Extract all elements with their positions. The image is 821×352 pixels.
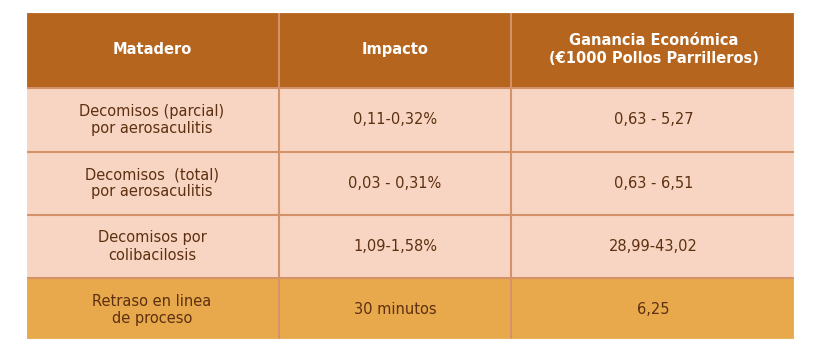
Text: 6,25: 6,25	[637, 302, 670, 317]
FancyBboxPatch shape	[25, 11, 279, 88]
Text: Decomisos  (total)
por aerosaculitis: Decomisos (total) por aerosaculitis	[85, 167, 219, 200]
FancyBboxPatch shape	[279, 11, 511, 88]
Text: Decomisos por
colibacilosis: Decomisos por colibacilosis	[98, 230, 206, 263]
FancyBboxPatch shape	[25, 152, 279, 215]
Text: Retraso en linea
de proceso: Retraso en linea de proceso	[92, 294, 212, 326]
Text: Impacto: Impacto	[361, 42, 429, 57]
FancyBboxPatch shape	[25, 11, 796, 341]
Text: Decomisos (parcial)
por aerosaculitis: Decomisos (parcial) por aerosaculitis	[80, 104, 224, 136]
FancyBboxPatch shape	[279, 88, 511, 152]
FancyBboxPatch shape	[511, 215, 796, 278]
FancyBboxPatch shape	[279, 215, 511, 278]
FancyBboxPatch shape	[511, 11, 796, 88]
FancyBboxPatch shape	[25, 215, 279, 278]
Text: 28,99-43,02: 28,99-43,02	[609, 239, 698, 254]
FancyBboxPatch shape	[25, 88, 279, 152]
FancyBboxPatch shape	[25, 278, 279, 341]
Text: 30 minutos: 30 minutos	[354, 302, 437, 317]
FancyBboxPatch shape	[511, 88, 796, 152]
FancyBboxPatch shape	[279, 152, 511, 215]
Text: 1,09-1,58%: 1,09-1,58%	[353, 239, 437, 254]
Text: 0,63 - 6,51: 0,63 - 6,51	[614, 176, 693, 191]
FancyBboxPatch shape	[511, 152, 796, 215]
FancyBboxPatch shape	[279, 278, 511, 341]
FancyBboxPatch shape	[511, 278, 796, 341]
Text: 0,11-0,32%: 0,11-0,32%	[353, 112, 437, 127]
Text: Ganancia Económica
(€1000 Pollos Parrilleros): Ganancia Económica (€1000 Pollos Parrill…	[548, 33, 759, 65]
Text: Matadero: Matadero	[112, 42, 191, 57]
Text: 0,03 - 0,31%: 0,03 - 0,31%	[348, 176, 442, 191]
Text: 0,63 - 5,27: 0,63 - 5,27	[614, 112, 694, 127]
